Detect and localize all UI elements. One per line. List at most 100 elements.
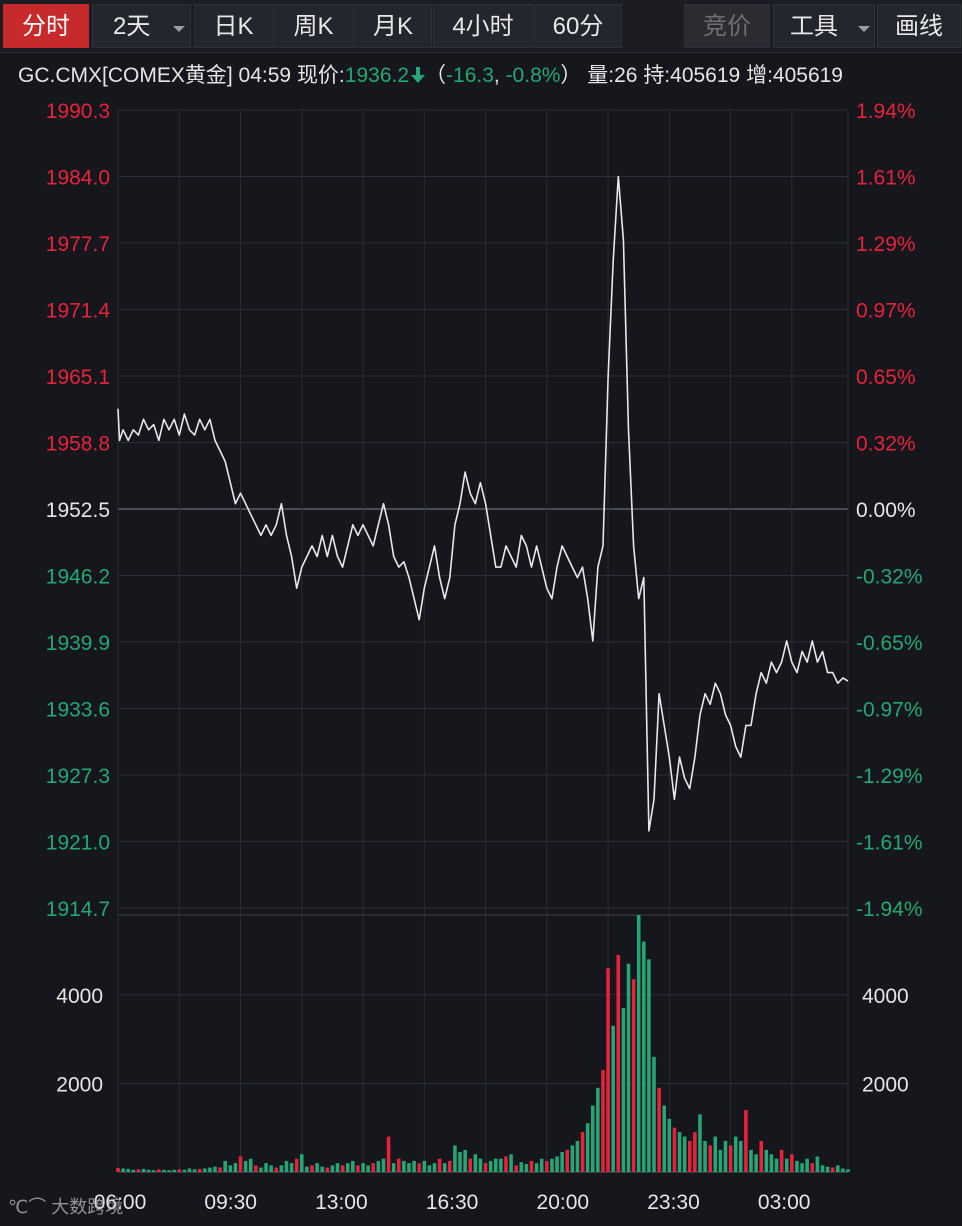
volume-bar [274,1167,279,1172]
volume-bar [560,1152,564,1172]
volume-bar [284,1160,289,1172]
period-toolbar: 分时 2天 日K 周K 月K 4小时 60分 竞价 工具 画线 [0,0,962,53]
volume-bars [116,915,850,1172]
price-tick-label: 1939.9 [46,632,110,655]
volume-bar [483,1163,488,1172]
volume-bar [504,1156,508,1172]
quote-time: 04:59 [238,64,292,87]
volume-bar [754,1154,758,1172]
volume-bar [269,1165,273,1172]
volume-bar [488,1160,493,1172]
volume-bar [703,1140,707,1172]
tab-daily-k[interactable]: 日K [194,4,273,48]
volume-bar [310,1165,314,1172]
tab-intraday[interactable]: 分时 [3,4,89,48]
volume-bar [636,915,641,1172]
watermark-logo-icon: ℃⌒ [8,1197,47,1217]
price-line [117,175,849,832]
volume-bar [529,1160,534,1172]
volume-bar [473,1154,478,1172]
volume-bar [830,1167,835,1172]
volume-bar [412,1160,416,1172]
time-tick-label: 23:30 [647,1191,700,1214]
price-tick-label: 1921.0 [46,832,110,855]
volume-bar [315,1163,319,1172]
price-tick-label: 1933.6 [46,699,110,722]
volume-bar [534,1163,539,1172]
volume-bar [157,1169,161,1172]
price-tick-label: 1990.3 [46,100,110,123]
volume-bar [131,1169,136,1172]
tab-4hour[interactable]: 4小时 [433,4,533,48]
price-tick-label: 1927.3 [46,765,110,788]
time-tick-label: 03:00 [758,1191,811,1214]
volume-bar [784,1158,789,1172]
volume-bar [606,968,610,1172]
volume-bar [197,1168,202,1172]
percent-tick-label: -0.65% [856,632,923,655]
volume-bar [820,1165,825,1172]
percent-tick-label: 1.61% [856,167,916,190]
percent-tick-label: -1.61% [856,832,923,855]
volume-bar [141,1168,146,1172]
volume-bar [687,1140,692,1172]
volume-bar [555,1156,559,1172]
arrow-down-icon [411,67,426,83]
volume-bar [248,1158,253,1172]
time-tick-label: 06:00 [94,1191,147,1214]
volume-bar [381,1158,386,1172]
volume-bar [657,1087,661,1172]
volume-bar [601,1070,605,1172]
volume-bar [187,1168,192,1172]
tab-60min[interactable]: 60分 [534,4,622,48]
volume-bar [208,1167,212,1172]
volume-bar [682,1136,687,1172]
volume-bar [453,1145,457,1172]
time-tick-label: 09:30 [204,1191,257,1214]
draw-line-button[interactable]: 画线 [877,4,961,48]
price-axis-labels: 1990.3 1984.0 1977.7 1971.4 1965.1 1958.8 1952… [46,100,111,921]
increase-label: 增:405619 [746,64,843,87]
time-tick-label: 13:00 [315,1191,368,1214]
volume-bar [795,1160,799,1172]
tab-weekly-k[interactable]: 周K [274,4,353,48]
volume-bar [667,1118,672,1172]
tab-2day[interactable]: 2天 [92,4,191,48]
volume-bar [167,1170,171,1172]
volume-bar [121,1168,125,1172]
volume-bar [580,1132,585,1172]
bidding-button[interactable]: 竞价 [684,4,770,48]
volume-bar [228,1165,233,1172]
volume-bar [177,1169,182,1172]
volume-bar [693,1132,697,1172]
volume-bar [764,1149,769,1172]
tools-menu-button[interactable]: 工具 [773,4,875,48]
tools-label: 工具 [790,13,838,40]
volume-bar [391,1163,396,1172]
volume-bar [376,1160,381,1172]
volume-bar [647,959,651,1172]
volume-bar [539,1158,544,1172]
volume-bar [739,1140,743,1172]
volume-bar [402,1160,406,1172]
price-tick-label: 1977.7 [46,233,110,256]
price-tick-label: 1965.1 [46,366,110,389]
volume-bar [146,1169,151,1172]
price-tick-label: 1914.7 [46,898,110,921]
tab-monthly-k[interactable]: 月K [354,4,432,48]
volume-bar [182,1169,187,1172]
price-tick-label: 1984.0 [46,167,110,190]
volume-bar [790,1154,794,1172]
chevron-down-icon [858,26,870,32]
chevron-down-icon [173,26,185,32]
volume-bar [713,1136,718,1172]
volume-bar [744,1109,748,1172]
volume-bar [351,1160,355,1172]
price-tick-label: 1952.5 [46,499,110,522]
volume-bar [749,1149,753,1172]
volume-bar [407,1163,411,1172]
price-label: 现价: [296,64,345,87]
volume-bar [422,1160,427,1172]
volume-bar [545,1160,549,1172]
